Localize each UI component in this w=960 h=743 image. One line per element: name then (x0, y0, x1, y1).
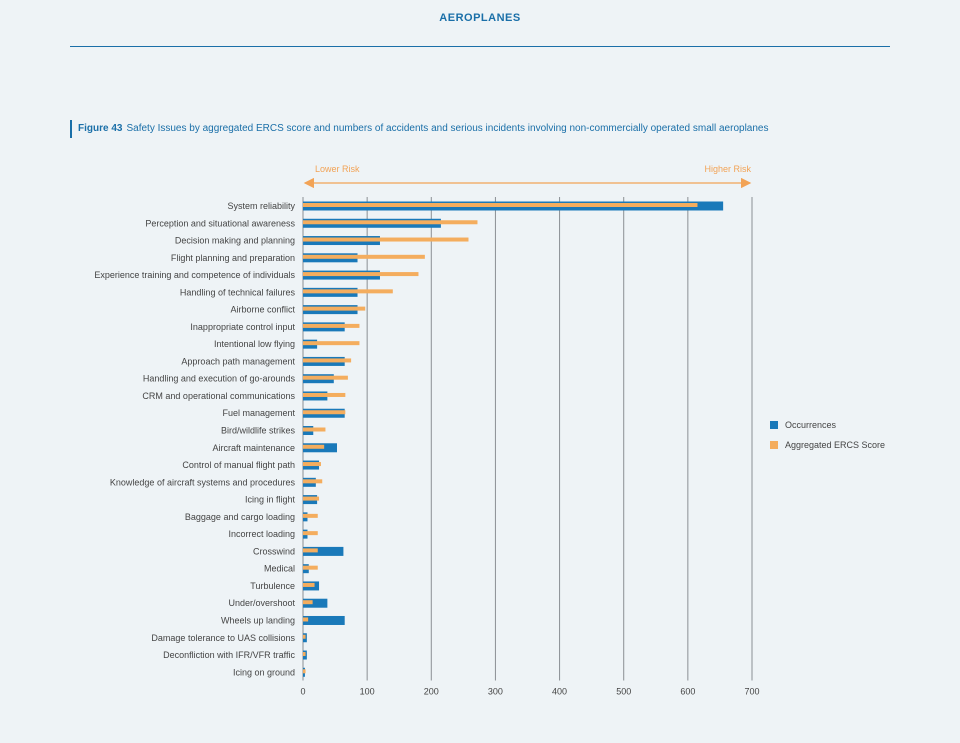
legend-swatch-ercs (770, 441, 778, 449)
bar-ercs (303, 375, 348, 380)
legend-swatch-occurrences (770, 421, 778, 429)
bar-occurrences (303, 598, 328, 608)
category-label: System reliability (227, 201, 295, 211)
x-tick-label: 700 (744, 687, 759, 697)
category-label: Baggage and cargo loading (185, 512, 295, 522)
category-label: Damage tolerance to UAS collisions (151, 633, 295, 643)
category-label: Flight planning and preparation (171, 253, 295, 263)
bar-ercs (303, 392, 346, 397)
bar-ercs (303, 565, 318, 570)
category-label: CRM and operational communications (142, 391, 295, 401)
bar-ercs (303, 548, 318, 553)
category-label: Airborne conflict (230, 305, 295, 315)
legend-label-ercs: Aggregated ERCS Score (785, 440, 886, 450)
bar-ercs (303, 617, 309, 622)
figure-number: Figure 43 (78, 123, 123, 134)
bar-ercs (303, 220, 478, 225)
category-label: Wheels up landing (221, 615, 295, 625)
bar-ercs (303, 634, 306, 639)
legend-item-ercs: Aggregated ERCS Score (770, 435, 885, 455)
bar-ercs (303, 669, 306, 674)
category-label: Aircraft maintenance (212, 443, 295, 453)
bar-ercs (303, 341, 360, 346)
category-label: Icing in flight (245, 495, 296, 505)
bar-ercs (303, 237, 469, 242)
bar-ercs (303, 203, 698, 207)
category-label: Perception and situational awareness (145, 218, 295, 228)
bar-ercs (303, 306, 366, 311)
lower-risk-label: Lower Risk (315, 164, 360, 174)
legend-label-occurrences: Occurrences (785, 420, 837, 430)
ticks-layer: 0 100 200 300 400 500 600 700 (300, 687, 759, 697)
figure-caption-text: Safety Issues by aggregated ERCS score a… (126, 123, 769, 134)
x-tick-label: 200 (424, 687, 439, 697)
category-label: Deconfliction with IFR/VFR traffic (163, 650, 295, 660)
bar-occurrences (303, 546, 344, 556)
x-tick-label: 400 (552, 687, 567, 697)
x-tick-label: 100 (360, 687, 375, 697)
category-label: Fuel management (222, 408, 295, 418)
bar-ercs (303, 531, 318, 536)
x-tick-label: 300 (488, 687, 503, 697)
category-label: Control of manual flight path (182, 460, 295, 470)
x-tick-label: 0 (300, 687, 305, 697)
bar-ercs (303, 289, 393, 294)
bar-ercs (303, 600, 313, 605)
bar-ercs (303, 254, 425, 259)
header-divider (70, 46, 890, 47)
category-label: Incorrect loading (228, 529, 295, 539)
bar-ercs (303, 427, 326, 432)
bar-ercs (303, 444, 325, 449)
bar-ercs (303, 272, 419, 277)
category-label: Intentional low flying (214, 339, 295, 349)
category-label: Knowledge of aircraft systems and proced… (110, 477, 296, 487)
category-label: Turbulence (250, 581, 295, 591)
bar-ercs (303, 479, 323, 484)
category-label: Experience training and competence of in… (94, 270, 295, 280)
category-label: Handling of technical failures (180, 287, 296, 297)
bar-ercs (303, 652, 306, 657)
bar-ercs (303, 513, 318, 518)
risk-scale: Lower Risk Higher Risk (303, 164, 751, 189)
bar-ercs (303, 582, 315, 587)
category-label: Crosswind (253, 546, 295, 556)
bar-ercs (303, 496, 320, 501)
bar-ercs (303, 323, 360, 328)
grid-layer (302, 197, 753, 681)
category-label: Under/overshoot (228, 598, 295, 608)
chart-legend: Occurrences Aggregated ERCS Score (770, 415, 885, 455)
bar-ercs (303, 462, 321, 467)
category-label: Icing on ground (233, 667, 295, 677)
figure-caption: Figure 43 Safety Issues by aggregated ERC… (70, 120, 768, 138)
bar-ercs (303, 358, 352, 363)
category-label: Medical (264, 564, 295, 574)
x-tick-label: 500 (616, 687, 631, 697)
category-label: Bird/wildlife strikes (221, 426, 296, 436)
category-label: Handling and execution of go-arounds (143, 374, 296, 384)
bars-layer (303, 201, 724, 677)
bar-ercs (303, 410, 346, 415)
category-label: Inappropriate control input (190, 322, 295, 332)
category-label: Decision making and planning (175, 236, 295, 246)
x-tick-label: 600 (680, 687, 695, 697)
category-label: Approach path management (181, 356, 295, 366)
page-header-title: AEROPLANES (439, 12, 521, 24)
bar-occurrences (303, 615, 345, 625)
legend-item-occurrences: Occurrences (770, 415, 885, 435)
higher-risk-label: Higher Risk (704, 164, 751, 174)
labels-layer: System reliability Perception and situati… (94, 201, 295, 677)
